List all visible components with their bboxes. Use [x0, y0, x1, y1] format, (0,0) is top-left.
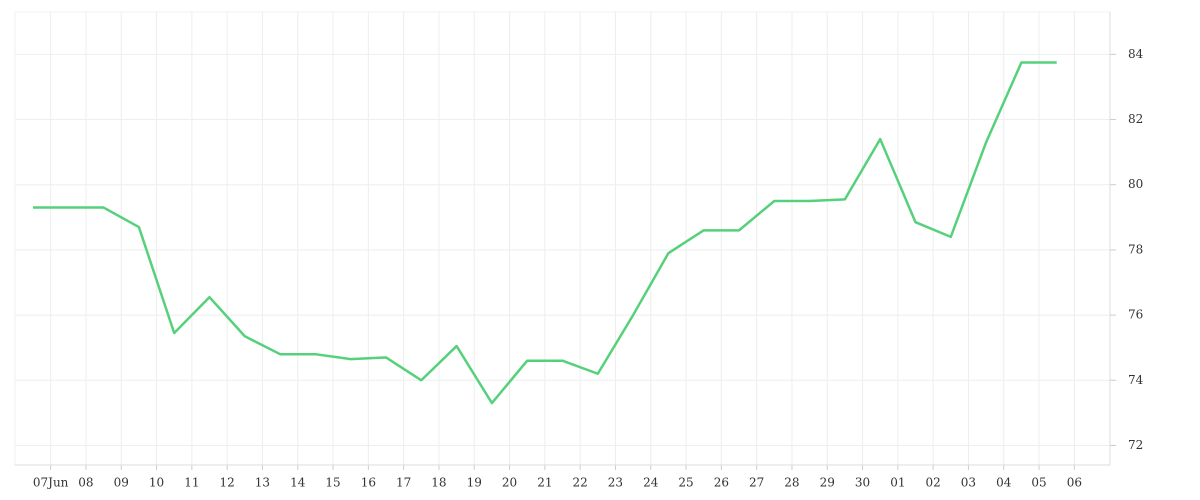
plot-area [14, 11, 1111, 466]
x-tick-label: 01 [890, 476, 905, 490]
x-tick-label: 28 [784, 476, 799, 490]
x-tick-label: 09 [114, 476, 129, 490]
x-tick-label: 24 [643, 476, 659, 490]
x-tick-label: 07Jun [33, 476, 69, 490]
x-tick-label: 03 [961, 476, 976, 490]
x-tick-label: 22 [573, 476, 588, 490]
x-tick-label: 12 [220, 476, 235, 490]
x-tick-label: 10 [149, 476, 164, 490]
x-tick-label: 20 [502, 476, 517, 490]
x-tick-label: 14 [290, 476, 306, 490]
x-tick-label: 17 [396, 476, 411, 490]
y-tick-label: 78 [1128, 242, 1143, 256]
x-tick-label: 02 [926, 476, 941, 490]
x-tick-label: 29 [820, 476, 835, 490]
x-tick-label: 15 [325, 476, 340, 490]
x-tick-label: 08 [78, 476, 93, 490]
x-tick-label: 04 [996, 476, 1012, 490]
y-tick-label: 74 [1128, 373, 1144, 387]
x-tick-label: 06 [1067, 476, 1082, 490]
x-tick-label: 16 [361, 476, 376, 490]
x-tick-label: 21 [537, 476, 552, 490]
x-tick-label: 05 [1031, 476, 1046, 490]
x-tick-label: 26 [714, 476, 729, 490]
y-tick-label: 84 [1128, 47, 1144, 61]
x-tick-label: 23 [608, 476, 623, 490]
x-tick-label: 27 [749, 476, 764, 490]
x-tick-label: 11 [184, 476, 199, 490]
x-tick-label: 18 [431, 476, 446, 490]
y-tick-label: 76 [1128, 308, 1143, 322]
x-tick-label: 19 [467, 476, 482, 490]
x-tick-label: 13 [255, 476, 270, 490]
y-tick-label: 80 [1128, 177, 1143, 191]
y-tick-label: 72 [1128, 438, 1143, 452]
y-tick-label: 82 [1128, 112, 1143, 126]
line-series [33, 61, 1057, 405]
x-tick-label: 30 [855, 476, 870, 490]
x-tick-label: 25 [678, 476, 693, 490]
